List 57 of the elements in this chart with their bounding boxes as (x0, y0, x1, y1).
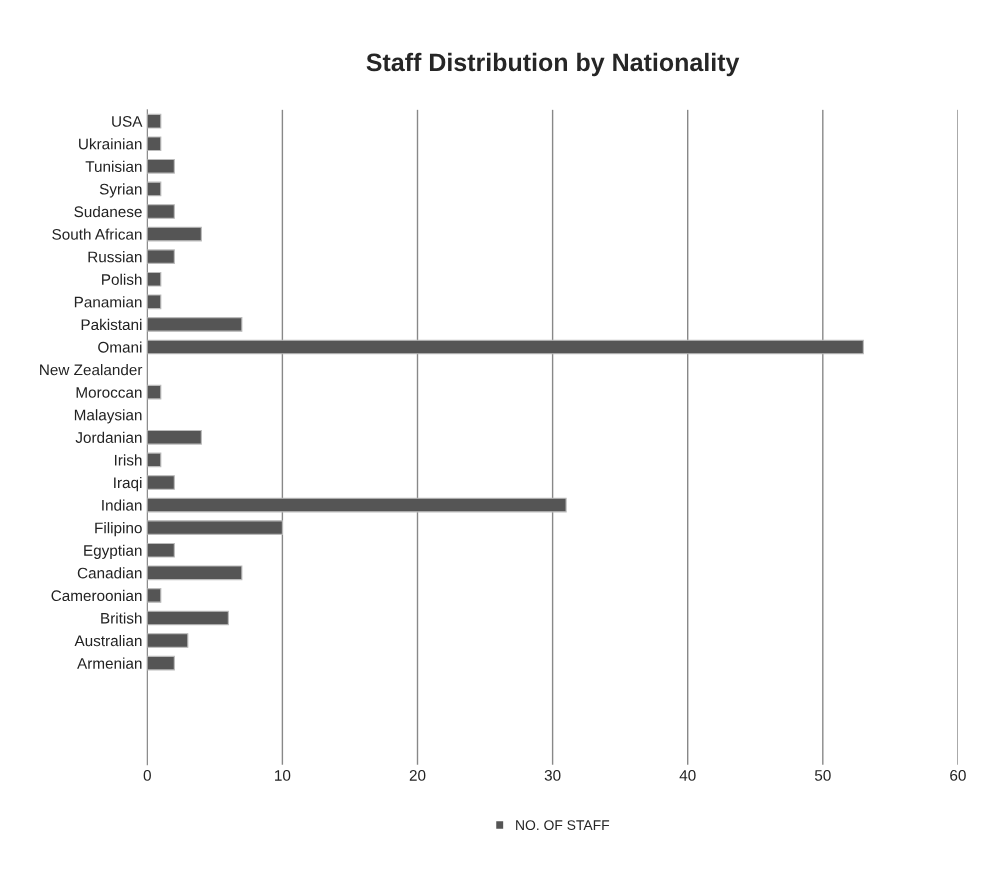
bar (147, 294, 162, 310)
y-tick-label: South African (52, 228, 142, 240)
bar (147, 339, 864, 355)
y-tick-label: Omani (98, 341, 142, 353)
bar (147, 384, 162, 400)
y-tick-label: Panamian (74, 296, 142, 308)
y-tick-label: Jordanian (75, 431, 142, 443)
bar (147, 204, 175, 219)
y-tick-label: Filipino (95, 522, 142, 537)
y-tick-label: Armenian (77, 657, 142, 669)
y-tick-label: Cameroonian (51, 589, 142, 602)
x-tick-label: 30 (544, 770, 561, 781)
x-tick-label: 60 (950, 770, 966, 781)
y-tick-label: Malaysian (74, 409, 142, 424)
y-tick-label: Irish (114, 454, 142, 466)
bar (147, 588, 162, 603)
bar (147, 655, 175, 671)
y-tick-label: Ukrainian (79, 138, 142, 150)
bar (147, 497, 567, 513)
y-tick-label: Syrian (99, 183, 142, 198)
bar (147, 610, 229, 626)
y-tick-label: Pakistani (81, 318, 142, 331)
bar (147, 271, 162, 287)
y-tick-label: Australian (74, 635, 142, 647)
bar (147, 113, 162, 129)
legend-label: NO. OF STAFF (516, 820, 610, 831)
y-tick-label: Russian (88, 251, 142, 263)
y-tick-label: Indian (102, 499, 142, 511)
y-tick-label: Egyptian (84, 544, 142, 559)
y-tick-label: New Zealander (40, 364, 143, 376)
chart-title: Staff Distribution by Nationality (366, 52, 740, 77)
y-tick-label: Canadian (77, 567, 142, 579)
bar (147, 452, 162, 468)
y-tick-label: Sudanese (74, 205, 142, 218)
bar (147, 542, 175, 558)
y-tick-label: Tunisian (85, 160, 142, 173)
x-tick-label: 10 (275, 770, 291, 781)
x-tick-label: 50 (814, 770, 831, 781)
bar (147, 158, 175, 174)
y-tick-label: USA (112, 116, 143, 127)
bar (147, 520, 283, 535)
bar (147, 226, 202, 242)
x-tick-label: 40 (679, 770, 696, 781)
bar (147, 565, 243, 581)
y-tick-label: Moroccan (76, 387, 142, 398)
bar (147, 136, 162, 152)
x-tick-label: 0 (143, 770, 151, 781)
bar (147, 633, 189, 648)
y-tick-label: British (101, 612, 142, 624)
bar (147, 181, 162, 197)
bar (147, 429, 202, 445)
y-tick-label: Polish (102, 273, 142, 285)
x-tick-label: 20 (409, 770, 426, 781)
bar (147, 317, 243, 332)
bar (147, 475, 175, 490)
y-tick-label: Iraqi (114, 476, 142, 492)
bar (147, 249, 175, 264)
